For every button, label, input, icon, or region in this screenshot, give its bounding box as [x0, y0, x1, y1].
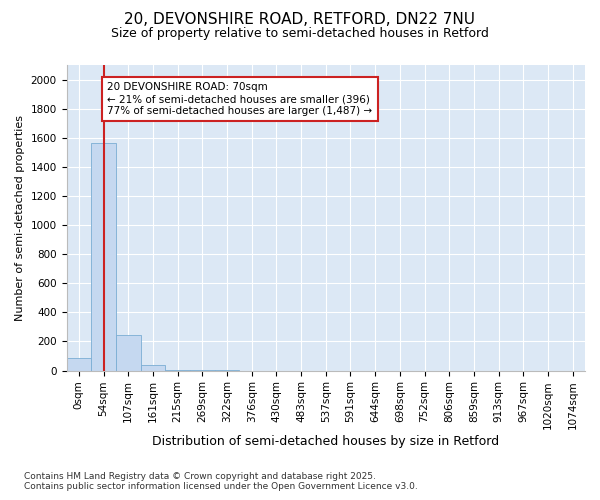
Text: Size of property relative to semi-detached houses in Retford: Size of property relative to semi-detach… [111, 28, 489, 40]
Text: Contains HM Land Registry data © Crown copyright and database right 2025.
Contai: Contains HM Land Registry data © Crown c… [24, 472, 418, 491]
Bar [140, 365, 165, 370]
Bar [116, 335, 140, 370]
Text: 20, DEVONSHIRE ROAD, RETFORD, DN22 7NU: 20, DEVONSHIRE ROAD, RETFORD, DN22 7NU [125, 12, 476, 28]
Y-axis label: Number of semi-detached properties: Number of semi-detached properties [15, 115, 25, 321]
Text: 20 DEVONSHIRE ROAD: 70sqm
← 21% of semi-detached houses are smaller (396)
77% of: 20 DEVONSHIRE ROAD: 70sqm ← 21% of semi-… [107, 82, 373, 116]
Bar [67, 358, 91, 370]
Bar [91, 143, 116, 370]
X-axis label: Distribution of semi-detached houses by size in Retford: Distribution of semi-detached houses by … [152, 434, 499, 448]
